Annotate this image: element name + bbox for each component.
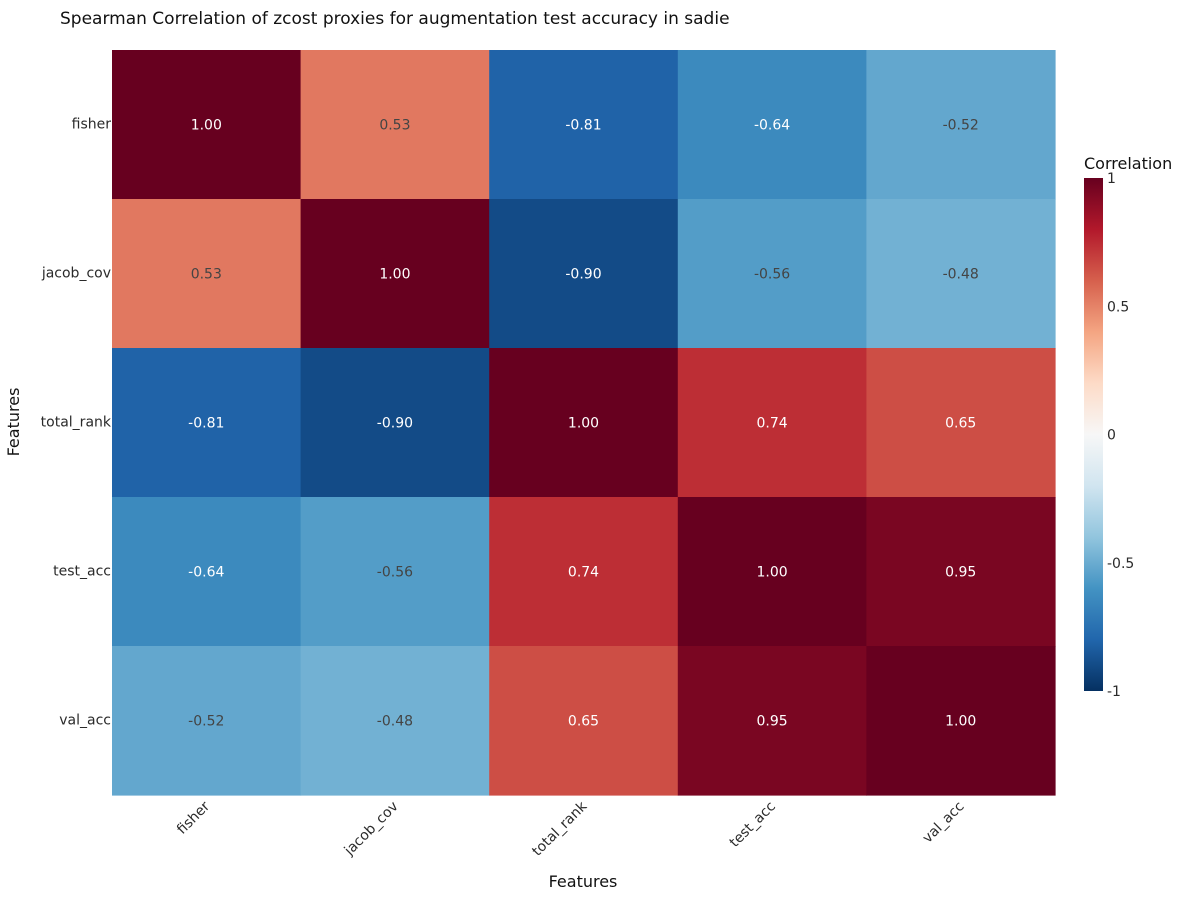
heatmap-cell [112,348,302,498]
cell-value-label: -0.81 [188,416,224,432]
x-tick-label: val_acc [920,799,968,847]
x-tick-label: jacob_cov [341,799,402,860]
heatmap-cell [300,646,490,796]
cell-value-label: -0.56 [377,565,413,581]
cell-value-label: 0.65 [945,416,976,432]
cell-value-label: 0.53 [191,267,222,283]
y-axis-ticks: fisher jacob_cov total_rank test_acc val_acc [41,117,112,729]
heatmap-cell [112,50,302,200]
heatmap-cell [866,646,1056,796]
heatmap-cell [112,199,302,349]
cell-value-label: -0.90 [377,416,413,432]
x-tick-label: test_acc [727,799,779,851]
colorbar-tick-label: -0.5 [1107,556,1134,572]
cell-value-label: 1.00 [568,416,599,432]
colorbar-tick-label: -1 [1107,684,1121,700]
colorbar: Correlation 1 0.5 0 -0.5 -1 [1084,154,1172,700]
cell-value-label: -0.90 [565,267,601,283]
cell-value-label: -0.56 [754,267,790,283]
cell-value-label: -0.52 [943,118,979,134]
cell-value-label: -0.52 [188,714,224,730]
heatmap-cell [677,646,867,796]
cell-value-label: -0.64 [754,118,790,134]
y-axis-title: Features [4,388,23,457]
heatmap-cells [112,50,1056,796]
cell-value-label: 0.95 [945,565,976,581]
heatmap-cell [866,50,1056,200]
heatmap-cell [677,348,867,498]
colorbar-title: Correlation [1084,154,1172,173]
heatmap-cell [866,497,1056,647]
heatmap-cell [300,50,490,200]
cell-value-label: -0.48 [377,714,413,730]
cell-value-label: -0.48 [943,267,979,283]
cell-value-label: 1.00 [379,267,410,283]
heatmap-cell [112,497,302,647]
heatmap-cell [300,199,490,349]
cell-value-label: 1.00 [191,118,222,134]
colorbar-tick-label: 0.5 [1107,299,1129,315]
x-tick-label: total_rank [529,798,591,860]
heatmap-cell [300,497,490,647]
cell-value-label: -0.64 [188,565,224,581]
chart-title: Spearman Correlation of zcost proxies fo… [60,9,730,29]
cell-value-label: 0.53 [379,118,410,134]
heatmap-cell [489,199,679,349]
heatmap-cell [489,497,679,647]
x-axis-ticks: fisher jacob_cov total_rank test_acc val_acc [174,798,968,860]
heatmap-cell [112,646,302,796]
y-tick-label: jacob_cov [41,266,111,282]
colorbar-tick-label: 1 [1107,171,1116,187]
y-tick-label: total_rank [41,415,112,431]
heatmap-cell [677,50,867,200]
cell-value-label: 1.00 [945,714,976,730]
heatmap-cell [677,497,867,647]
cell-value-label: 0.74 [568,565,599,581]
colorbar-bar [1084,178,1103,691]
cell-value-label: 0.65 [568,714,599,730]
cell-value-labels: 1.00 0.53 -0.81 -0.64 -0.52 0.53 1.00 -0.90 -0.5… [188,118,979,730]
y-tick-label: test_acc [53,564,111,580]
cell-value-label: 0.74 [757,416,788,432]
heatmap-cell [489,646,679,796]
heatmap-cell [300,348,490,498]
x-tick-label: fisher [174,798,213,837]
x-axis-title: Features [549,872,618,891]
colorbar-tick-label: 0 [1107,428,1116,444]
heatmap-cell [866,199,1056,349]
heatmap-cell [866,348,1056,498]
cell-value-label: 1.00 [757,565,788,581]
colorbar-ticks: 1 0.5 0 -0.5 -1 [1107,171,1134,700]
heatmap-cell [489,50,679,200]
y-tick-label: fisher [72,117,112,133]
y-tick-label: val_acc [59,713,111,729]
heatmap-cell [677,199,867,349]
cell-value-label: 0.95 [757,714,788,730]
cell-value-label: -0.81 [565,118,601,134]
heatmap-cell [489,348,679,498]
